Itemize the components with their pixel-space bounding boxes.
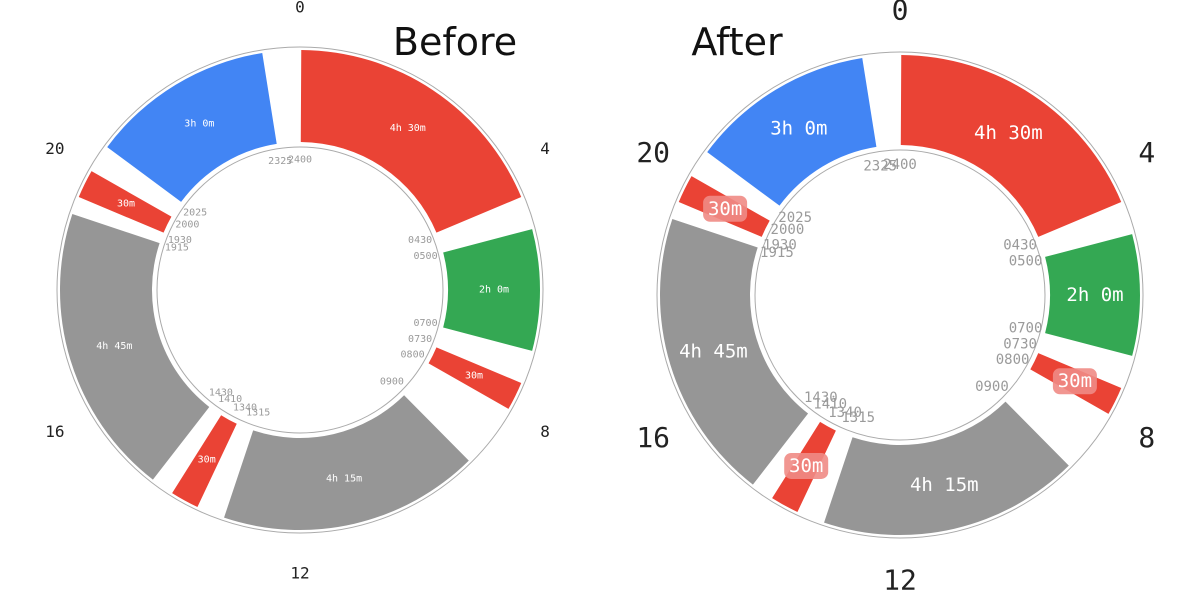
segment <box>707 57 877 206</box>
segment-label: 4h 30m <box>390 123 426 134</box>
boundary-time-label: 0900 <box>975 379 1009 395</box>
segment <box>78 171 172 233</box>
label-highlight <box>703 195 748 222</box>
boundary-time-label: 1315 <box>246 408 270 419</box>
boundary-time-label: 1340 <box>233 402 257 413</box>
boundary-time-label: 0500 <box>1009 253 1043 269</box>
segment <box>107 52 277 202</box>
after-chart: After 4h 30m 2h 0m 30m 4h 15m 30m 4h 45m 30m 3h … <box>636 0 1155 597</box>
segment <box>428 347 522 409</box>
segment-label: 2h 0m <box>479 285 509 296</box>
segment <box>443 229 541 351</box>
segment-label: 4h 45m <box>679 341 748 363</box>
segment <box>224 395 469 531</box>
chart-title: After <box>691 20 783 64</box>
hour-tick-label: 8 <box>1138 421 1155 454</box>
segment <box>900 55 1122 237</box>
boundary-time-label: 0730 <box>408 334 432 345</box>
boundary-time-label: 0700 <box>1009 321 1043 337</box>
boundary-time-label: 2000 <box>771 222 805 238</box>
boundary-time-label: 1915 <box>165 243 189 254</box>
hour-tick-label: 20 <box>636 136 670 169</box>
hour-tick-label: 8 <box>540 422 550 441</box>
boundary-time-label: 1410 <box>218 394 242 405</box>
boundary-time-label: 1930 <box>168 235 192 246</box>
segment-label: 3h 0m <box>184 119 214 130</box>
hour-tick-label: 4 <box>1138 136 1155 169</box>
outer-ring <box>656 51 1144 539</box>
segment-label: 30m <box>708 198 742 220</box>
segment-label: 4h 30m <box>974 122 1043 144</box>
before-chart: Before 4h 30m 2h 0m 30m 4h 15m 30m 4h 45m 30m 3h… <box>45 0 550 583</box>
outer-ring <box>56 46 544 534</box>
boundary-time-label: 1430 <box>804 390 838 406</box>
label-highlight <box>1052 368 1097 395</box>
boundary-time-label: 2025 <box>778 210 812 226</box>
segment-label: 30m <box>465 370 483 381</box>
inner-ring <box>754 149 1046 441</box>
hour-tick-label: 20 <box>45 139 64 158</box>
boundary-time-label: 2325 <box>863 159 897 175</box>
hour-tick-label: 16 <box>636 421 670 454</box>
boundary-time-label: 0800 <box>996 352 1030 368</box>
boundary-time-label: 2400 <box>883 157 917 173</box>
hour-tick-label: 0 <box>892 0 909 27</box>
segment-label: 30m <box>789 455 823 477</box>
boundary-time-label: 0900 <box>380 376 404 387</box>
segment-label: 30m <box>1058 370 1092 392</box>
segment-label: 30m <box>117 199 135 210</box>
boundary-time-label: 0730 <box>1003 337 1037 353</box>
segment <box>824 401 1069 536</box>
segment-label: 30m <box>198 455 216 466</box>
hour-tick-label: 4 <box>540 139 550 158</box>
segment-label: 2h 0m <box>1066 284 1123 306</box>
segment-label: 4h 15m <box>326 473 362 484</box>
hour-tick-label: 16 <box>45 422 64 441</box>
chart-title: Before <box>393 20 517 64</box>
segment <box>300 50 522 233</box>
segment-label: 3h 0m <box>770 117 827 139</box>
inner-ring <box>156 146 444 434</box>
boundary-time-label: 0800 <box>401 350 425 361</box>
boundary-time-label: 0700 <box>414 318 438 329</box>
boundary-time-label: 1430 <box>209 388 233 399</box>
boundary-time-label: 1410 <box>813 397 847 413</box>
boundary-time-label: 2325 <box>268 156 292 167</box>
label-highlight <box>784 452 829 479</box>
segment <box>1045 234 1140 356</box>
segment-label: 4h 15m <box>910 474 979 496</box>
boundary-time-label: 2400 <box>288 155 312 166</box>
hour-tick-label: 0 <box>295 0 305 17</box>
segment-label: 4h 45m <box>96 341 132 352</box>
boundary-time-label: 1930 <box>763 237 797 253</box>
boundary-time-label: 0500 <box>414 251 438 262</box>
hour-tick-label: 12 <box>290 564 309 583</box>
boundary-time-label: 1315 <box>841 410 875 426</box>
segment <box>59 214 210 480</box>
boundary-time-label: 0430 <box>408 235 432 246</box>
boundary-time-label: 1340 <box>828 405 862 421</box>
boundary-time-label: 2025 <box>183 208 207 219</box>
segment <box>659 219 809 485</box>
hour-tick-label: 12 <box>883 564 917 597</box>
boundary-time-label: 2000 <box>175 220 199 231</box>
boundary-time-label: 0430 <box>1003 237 1037 253</box>
boundary-time-label: 1915 <box>760 245 794 261</box>
segment <box>172 415 237 507</box>
